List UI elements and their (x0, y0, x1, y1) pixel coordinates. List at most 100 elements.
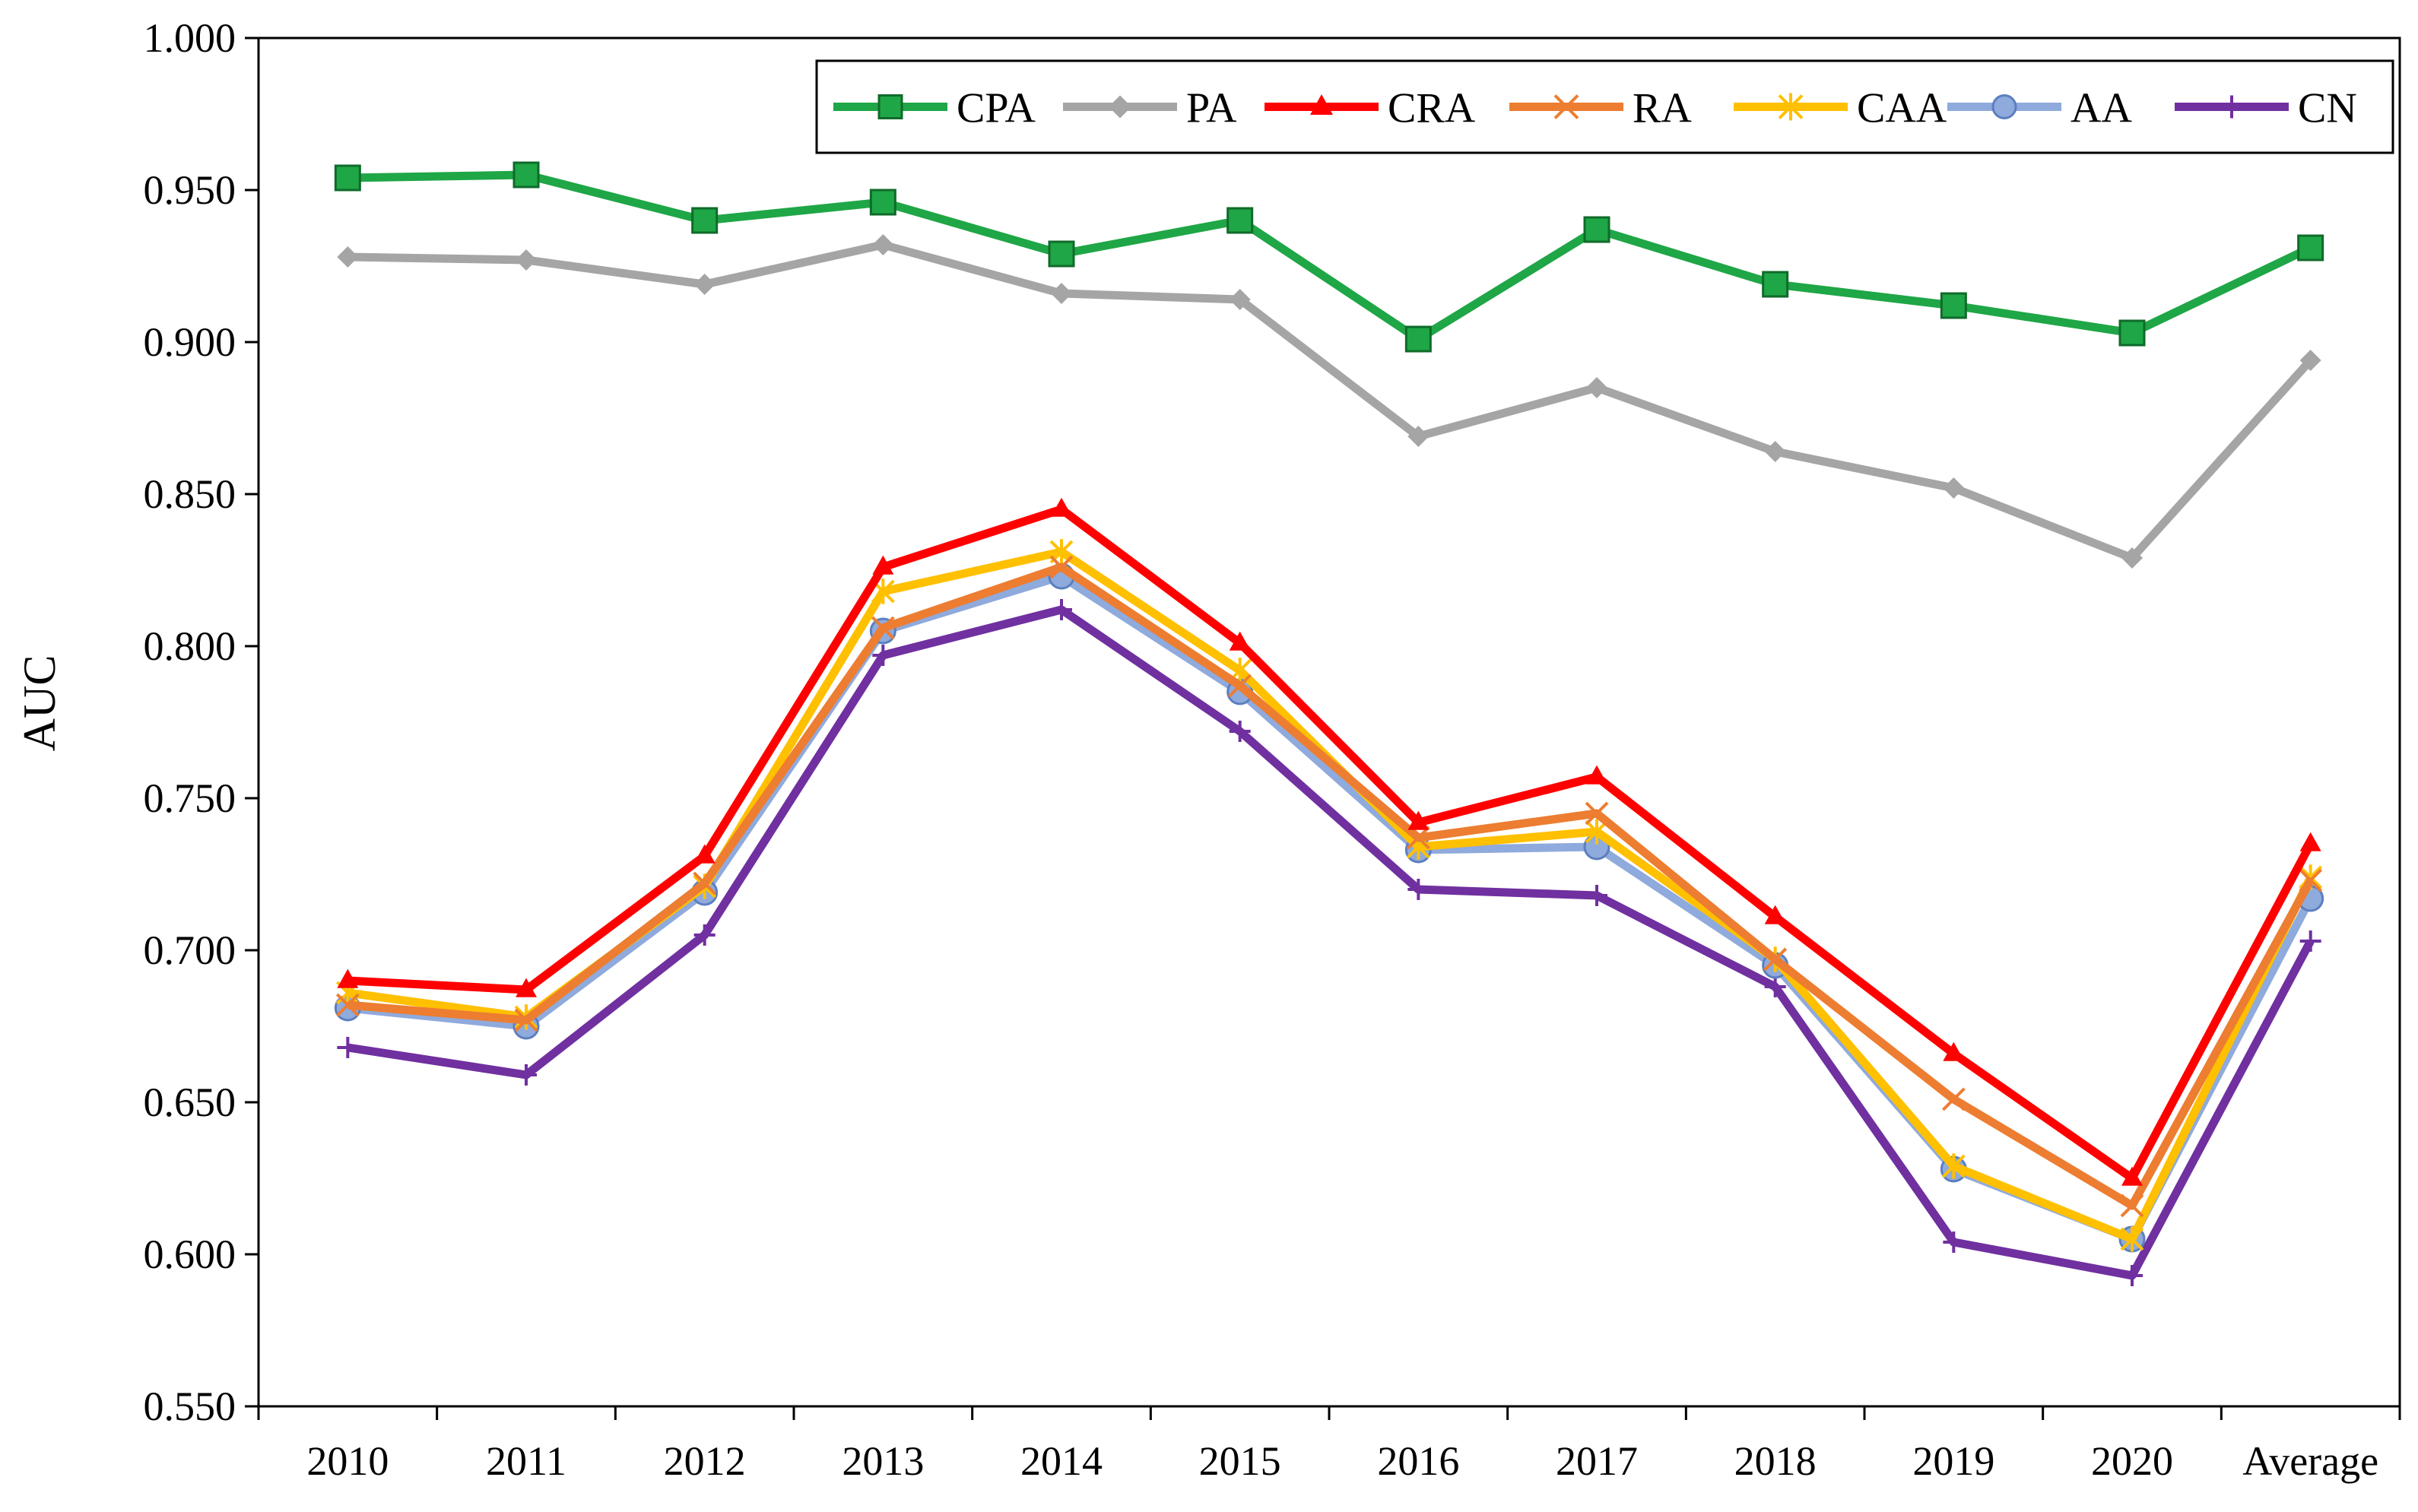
data-point (1404, 325, 1432, 353)
data-point (1764, 441, 1786, 462)
legend-label: CPA (957, 85, 1036, 132)
series-line (347, 505, 2315, 1183)
data-point (1407, 810, 1430, 830)
x-tick-label: 2015 (1199, 1438, 1281, 1484)
y-tick-label: 1.000 (144, 15, 236, 61)
legend-label: PA (1186, 85, 1237, 132)
data-point (1943, 1041, 1965, 1061)
data-point (1586, 377, 1607, 398)
data-point (2120, 1193, 2144, 1218)
data-point (1049, 555, 1074, 579)
data-point (693, 871, 717, 895)
legend-label: CAA (1857, 85, 1947, 132)
y-axis-title: AUC (14, 655, 65, 752)
data-point (516, 1064, 537, 1086)
data-point (2299, 868, 2323, 892)
data-point (516, 978, 537, 997)
data-point (1109, 95, 1131, 119)
data-point (872, 645, 894, 666)
legend-entry-caa: CAA (1734, 85, 1947, 132)
data-point (872, 555, 894, 575)
data-point (2120, 1226, 2144, 1252)
series-cn (337, 599, 2321, 1286)
data-point (1229, 721, 1251, 742)
data-point (693, 844, 716, 864)
data-point (2299, 930, 2321, 952)
legend-label: RA (1633, 85, 1692, 132)
x-tick-label: 2014 (1020, 1438, 1103, 1484)
data-point (869, 189, 896, 216)
data-point (1407, 879, 1430, 900)
series-line (347, 605, 2315, 1280)
data-point (872, 234, 894, 255)
data-point (337, 1037, 359, 1058)
data-point (1553, 94, 1579, 119)
x-tick-label: 2010 (306, 1438, 389, 1484)
data-point (1762, 271, 1789, 298)
data-point (1940, 292, 1967, 319)
x-tick-label: 2019 (1912, 1438, 1994, 1484)
data-point (335, 993, 360, 1017)
legend-label: CN (2298, 85, 2357, 132)
legend-entry-aa: AA (1947, 85, 2132, 132)
data-point (337, 968, 359, 988)
x-tick-label: 2013 (842, 1438, 924, 1484)
y-tick-label: 0.550 (144, 1384, 236, 1429)
series-cpa (334, 161, 2324, 353)
data-point (2297, 234, 2324, 262)
data-point (1763, 947, 1788, 972)
data-point (1228, 674, 1252, 698)
legend-entry-ra: RA (1509, 85, 1692, 132)
data-point (1226, 207, 1254, 234)
data-point (1991, 94, 2017, 119)
legend: CPA PA CRA RA CAA AA CN (815, 59, 2394, 154)
data-point (334, 164, 361, 192)
y-axis: 0.550 0.600 0.650 0.700 0.750 0.800 0.850 0.900… (144, 15, 259, 1429)
x-tick-label: 2020 (2091, 1438, 2173, 1484)
data-point (1229, 289, 1251, 310)
data-point (2220, 95, 2243, 119)
data-point (693, 924, 716, 946)
x-tick-label: 2016 (1377, 1438, 1459, 1484)
data-point (1941, 1153, 1966, 1179)
legend-entry-cn: CN (2175, 85, 2357, 132)
data-point (512, 161, 540, 189)
data-point (2299, 350, 2321, 371)
data-point (337, 246, 359, 268)
y-tick-label: 0.850 (144, 471, 236, 517)
series-line (347, 240, 2314, 563)
y-tick-label: 0.800 (144, 623, 236, 669)
data-point (1943, 1231, 1965, 1253)
series-line (347, 563, 2315, 1210)
data-point (1310, 94, 1333, 115)
series-layer (334, 161, 2324, 1286)
x-tick-label: 2018 (1734, 1438, 1817, 1484)
data-point (2121, 547, 2143, 569)
legend-label: AA (2071, 85, 2132, 132)
data-point (1407, 426, 1430, 447)
x-tick-label: 2012 (664, 1438, 746, 1484)
data-point (514, 1008, 538, 1032)
y-tick-label: 0.700 (144, 927, 236, 973)
data-point (1229, 631, 1251, 651)
data-point (1941, 1087, 1966, 1111)
y-tick-label: 0.650 (144, 1079, 236, 1125)
data-point (1406, 826, 1430, 850)
y-tick-label: 0.950 (144, 167, 236, 213)
y-tick-label: 0.900 (144, 319, 236, 365)
x-tick-label: 2011 (486, 1438, 566, 1484)
series-line (347, 170, 2313, 344)
data-point (693, 274, 716, 295)
legend-label: CRA (1388, 85, 1476, 132)
data-point (877, 94, 903, 119)
data-point (691, 207, 719, 234)
x-axis: 2010 2011 2012 2013 2014 2015 2016 2017 2018 2019… (257, 1406, 2401, 1484)
data-point (1583, 216, 1610, 243)
plot-area (257, 36, 2401, 1408)
y-tick-label: 0.750 (144, 775, 236, 821)
legend-entry-cra: CRA (1265, 85, 1476, 132)
legend-entry-cpa: CPA (833, 85, 1036, 132)
y-tick-label: 0.600 (144, 1231, 236, 1277)
data-point (1586, 765, 1607, 785)
